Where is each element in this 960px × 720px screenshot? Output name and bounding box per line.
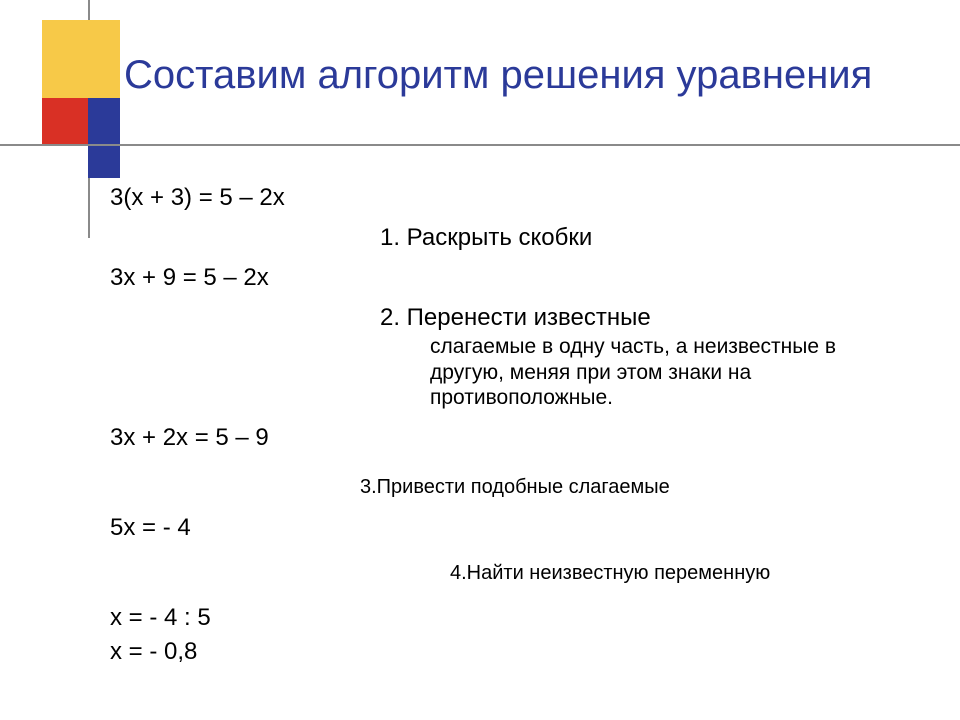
step-2-heading: 2. Перенести известные <box>380 304 651 332</box>
step-4: 4.Найти неизвестную переменную <box>450 562 770 585</box>
slide-content: 3(х + 3) = 5 – 2х 1. Раскрыть скобки 3х … <box>110 184 920 700</box>
deco-square-blue-2 <box>88 146 120 178</box>
deco-square-blue-1 <box>88 98 120 144</box>
equation-6: х = - 0,8 <box>110 638 197 666</box>
equation-1: 3(х + 3) = 5 – 2х <box>110 184 285 212</box>
equation-3: 3х + 2х = 5 – 9 <box>110 424 269 452</box>
deco-square-red <box>42 98 88 144</box>
equation-5: х = - 4 : 5 <box>110 604 211 632</box>
deco-square-yellow <box>42 20 120 98</box>
step-2-body: слагаемые в одну часть, а неизвестные в … <box>430 334 910 411</box>
step-1-heading: 1. Раскрыть скобки <box>380 224 592 252</box>
step-3: 3.Привести подобные слагаемые <box>360 476 670 499</box>
slide-title: Составим алгоритм решения уравнения <box>124 52 924 98</box>
deco-line-horizontal <box>0 144 960 146</box>
equation-2: 3х + 9 = 5 – 2х <box>110 264 269 292</box>
equation-4: 5х = - 4 <box>110 514 191 542</box>
